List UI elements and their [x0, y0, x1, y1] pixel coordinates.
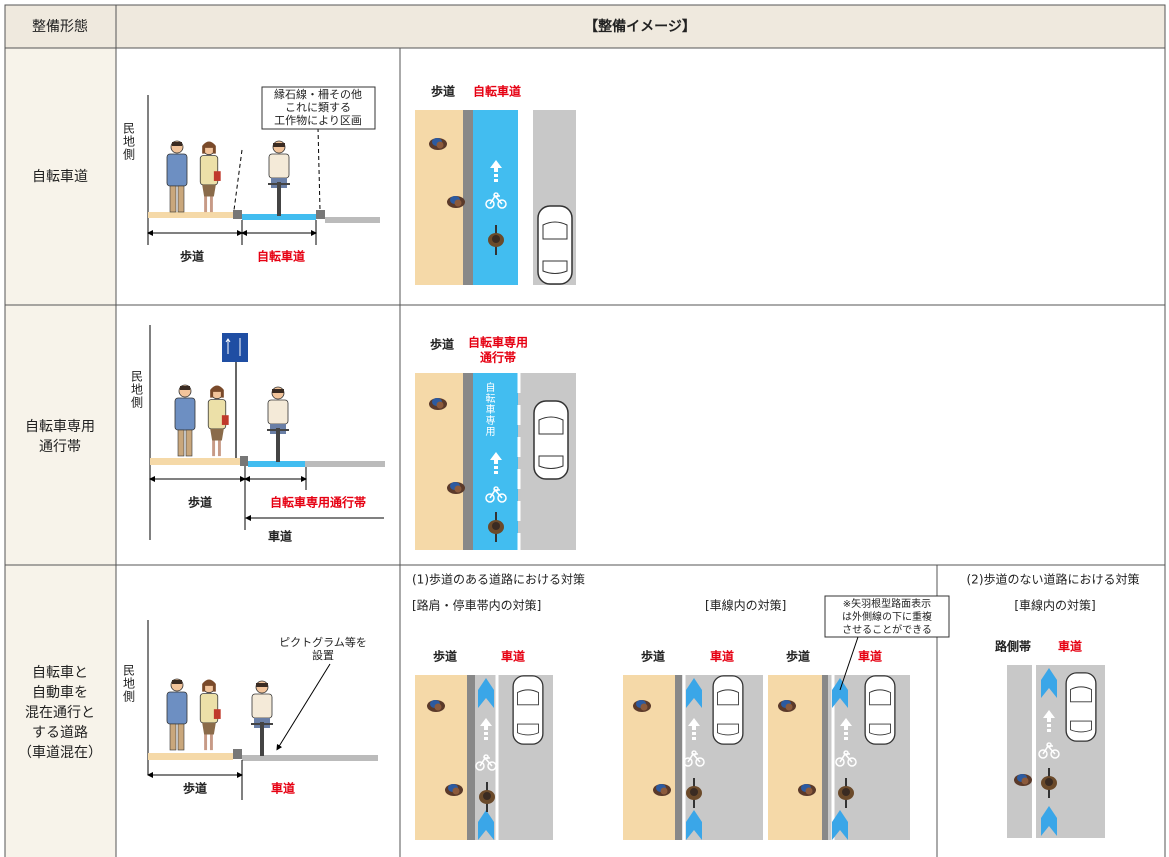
road-label: 車道	[501, 649, 525, 664]
callout: 縁石線・柵その他	[274, 87, 362, 101]
road-label: 車道	[271, 781, 295, 796]
bike-label: 自転車道	[473, 84, 521, 99]
callout: 設置	[312, 648, 334, 662]
bike-label: 自転車専用	[468, 335, 528, 350]
plan-1	[415, 110, 576, 285]
plan-2	[415, 373, 576, 550]
cross-section-1	[147, 86, 380, 245]
cross-section-3	[147, 620, 378, 800]
walk-label: 歩道	[183, 781, 207, 796]
road-label: 車道	[858, 649, 882, 664]
walk-label: 歩道	[430, 337, 454, 352]
row-label: 自転車専用	[25, 418, 95, 435]
sub-title: [路肩・停車帯内の対策]	[412, 598, 541, 613]
row-label: する道路	[32, 725, 88, 741]
bike-label: 通行帯	[480, 350, 516, 365]
walk-label: 歩道	[786, 649, 810, 664]
header-image: 【整備イメージ】	[584, 18, 696, 35]
bike-label: 自転車道	[257, 249, 305, 264]
header-bg	[5, 5, 1165, 48]
note: は外側線の下に重複	[842, 610, 932, 623]
table-grid	[4, 4, 1166, 857]
note: させることができる	[842, 623, 932, 636]
side-label: 民地側	[122, 122, 136, 161]
walk-label: 歩道	[180, 249, 204, 264]
row-label: （車道混在）	[18, 744, 102, 761]
sub-title: [車線内の対策]	[705, 598, 786, 613]
road-label: 車道	[1058, 639, 1082, 654]
note: ※矢羽根型路面表示	[843, 597, 931, 610]
row-label: 自転車と	[32, 664, 88, 681]
row-label: 自動車を	[32, 684, 88, 701]
header-form: 整備形態	[32, 19, 88, 35]
callout: これに類する	[285, 101, 351, 114]
side-strip-label: 路側帯	[995, 639, 1031, 654]
walk-label: 歩道	[188, 495, 212, 510]
walk-label: 歩道	[433, 649, 457, 664]
lane-text: 自転車専用	[483, 381, 495, 437]
side-label: 民地側	[130, 370, 144, 409]
section-title: (1)歩道のある道路における対策	[412, 572, 585, 587]
road-label: 車道	[268, 529, 292, 544]
side-label: 民地側	[122, 664, 136, 703]
callout: ピクトグラム等を	[279, 635, 367, 649]
section-title: (2)歩道のない道路における対策	[967, 572, 1140, 587]
walk-label: 歩道	[431, 84, 455, 99]
walk-label: 歩道	[641, 649, 665, 664]
row-label: 自転車道	[32, 168, 88, 185]
row-label: 通行帯	[39, 439, 81, 455]
sub-title: [車線内の対策]	[1014, 598, 1095, 613]
label-bg	[5, 48, 116, 857]
cross-section-2	[149, 325, 385, 540]
callout: 工作物により区画	[274, 113, 362, 127]
bike-label: 自転車専用通行帯	[270, 495, 366, 510]
road-label: 車道	[710, 649, 734, 664]
plan-3	[415, 595, 1105, 840]
row-label: 混在通行と	[25, 705, 95, 721]
